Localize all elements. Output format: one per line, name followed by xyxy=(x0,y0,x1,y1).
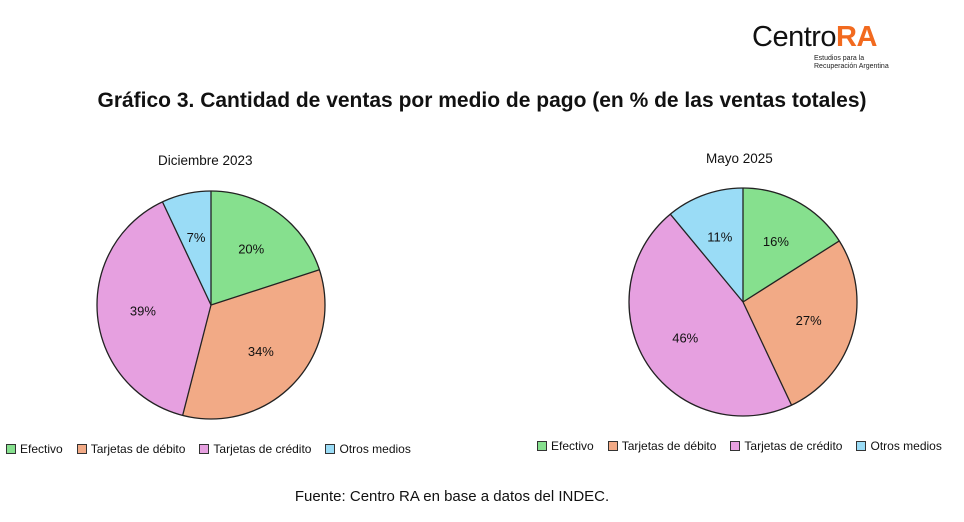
data-label-tarjetas-de-debito: 27% xyxy=(796,313,822,328)
slice-divider xyxy=(210,269,320,306)
legend-item-tarjetas-de-credito: Tarjetas de crédito xyxy=(199,442,311,456)
logo-brand-accent: RA xyxy=(836,21,877,53)
legend-swatch xyxy=(730,441,741,451)
chart-2-legend: Efectivo Tarjetas de débito Tarjetas de cr… xyxy=(537,439,956,453)
data-label-efectivo: 16% xyxy=(763,234,789,249)
legend-swatch xyxy=(856,441,867,451)
legend-label: Otros medios xyxy=(870,439,942,453)
legend-item-tarjetas-de-debito: Tarjetas de débito xyxy=(607,439,717,453)
source-note: Fuente: Centro RA en base a datos del IN… xyxy=(294,488,610,505)
legend-label: Tarjetas de crédito xyxy=(213,442,312,456)
legend-label: Efectivo xyxy=(20,442,63,456)
data-label-tarjetas-de-credito: 39% xyxy=(130,303,156,318)
data-label-tarjetas-de-credito: 46% xyxy=(672,331,698,346)
legend-item-otros-medios: Otros medios xyxy=(856,439,942,453)
legend-label: Otros medios xyxy=(339,442,411,456)
pie-slice-efectivo xyxy=(211,191,320,305)
chart-2-title: Mayo 2025 xyxy=(706,151,773,166)
pie-chart-diciembre-2023: 20% 34% 39% 7% xyxy=(96,190,326,420)
pie-slice-tarjetas-de-credito xyxy=(629,214,792,416)
slice-divider xyxy=(669,213,744,303)
legend-swatch xyxy=(76,444,87,454)
pie-chart-mayo-2025: 16% 27% 46% 11% xyxy=(628,187,858,417)
pie-slice-tarjetas-de-debito xyxy=(743,240,857,406)
chart-1-legend: Efectivo Tarjetas de débito Tarjetas de cr… xyxy=(6,442,425,456)
logo-brand: CentroRA xyxy=(752,22,912,52)
pie-slice-tarjetas-de-credito xyxy=(96,201,211,416)
legend-swatch xyxy=(6,444,16,454)
slice-divider xyxy=(182,304,212,416)
legend-item-efectivo: Efectivo xyxy=(6,442,63,456)
logo-brand-main: Centro xyxy=(752,21,837,53)
data-label-efectivo: 20% xyxy=(238,242,264,257)
slice-divider xyxy=(742,301,793,406)
centro-ra-logo: CentroRA Estudios para la Recuperación A… xyxy=(752,22,912,78)
data-label-tarjetas-de-debito: 34% xyxy=(248,344,274,359)
legend-label: Efectivo xyxy=(551,439,594,453)
legend-swatch xyxy=(537,441,547,451)
legend-swatch xyxy=(199,444,210,454)
slice-divider xyxy=(742,240,840,303)
logo-subtitle: Estudios para la Recuperación Argentina xyxy=(814,55,889,71)
legend-label: Tarjetas de débito xyxy=(90,442,186,456)
legend-item-efectivo: Efectivo xyxy=(537,439,594,453)
slice-divider xyxy=(161,201,212,306)
pie-slice-efectivo xyxy=(743,188,840,302)
legend-item-tarjetas-de-credito: Tarjetas de crédito xyxy=(730,439,842,453)
data-label-otros-medios: 11% xyxy=(707,230,732,245)
chart-1-title: Diciembre 2023 xyxy=(158,153,253,168)
data-label-otros-medios: 7% xyxy=(187,230,206,245)
legend-label: Tarjetas de crédito xyxy=(744,439,843,453)
legend-item-otros-medios: Otros medios xyxy=(325,442,411,456)
legend-swatch xyxy=(325,444,336,454)
legend-label: Tarjetas de débito xyxy=(621,439,717,453)
pie-slice-tarjetas-de-debito xyxy=(182,269,325,419)
logo-subtitle-line2: Recuperación Argentina xyxy=(814,63,889,70)
page-title: Gráfico 3. Cantidad de ventas por medio … xyxy=(97,89,867,112)
legend-item-tarjetas-de-debito: Tarjetas de débito xyxy=(76,442,186,456)
logo-subtitle-line1: Estudios para la xyxy=(814,55,865,62)
legend-swatch xyxy=(607,441,618,451)
pie-slice-otros-medios xyxy=(670,188,743,302)
pie-slice-otros-medios xyxy=(162,191,211,305)
